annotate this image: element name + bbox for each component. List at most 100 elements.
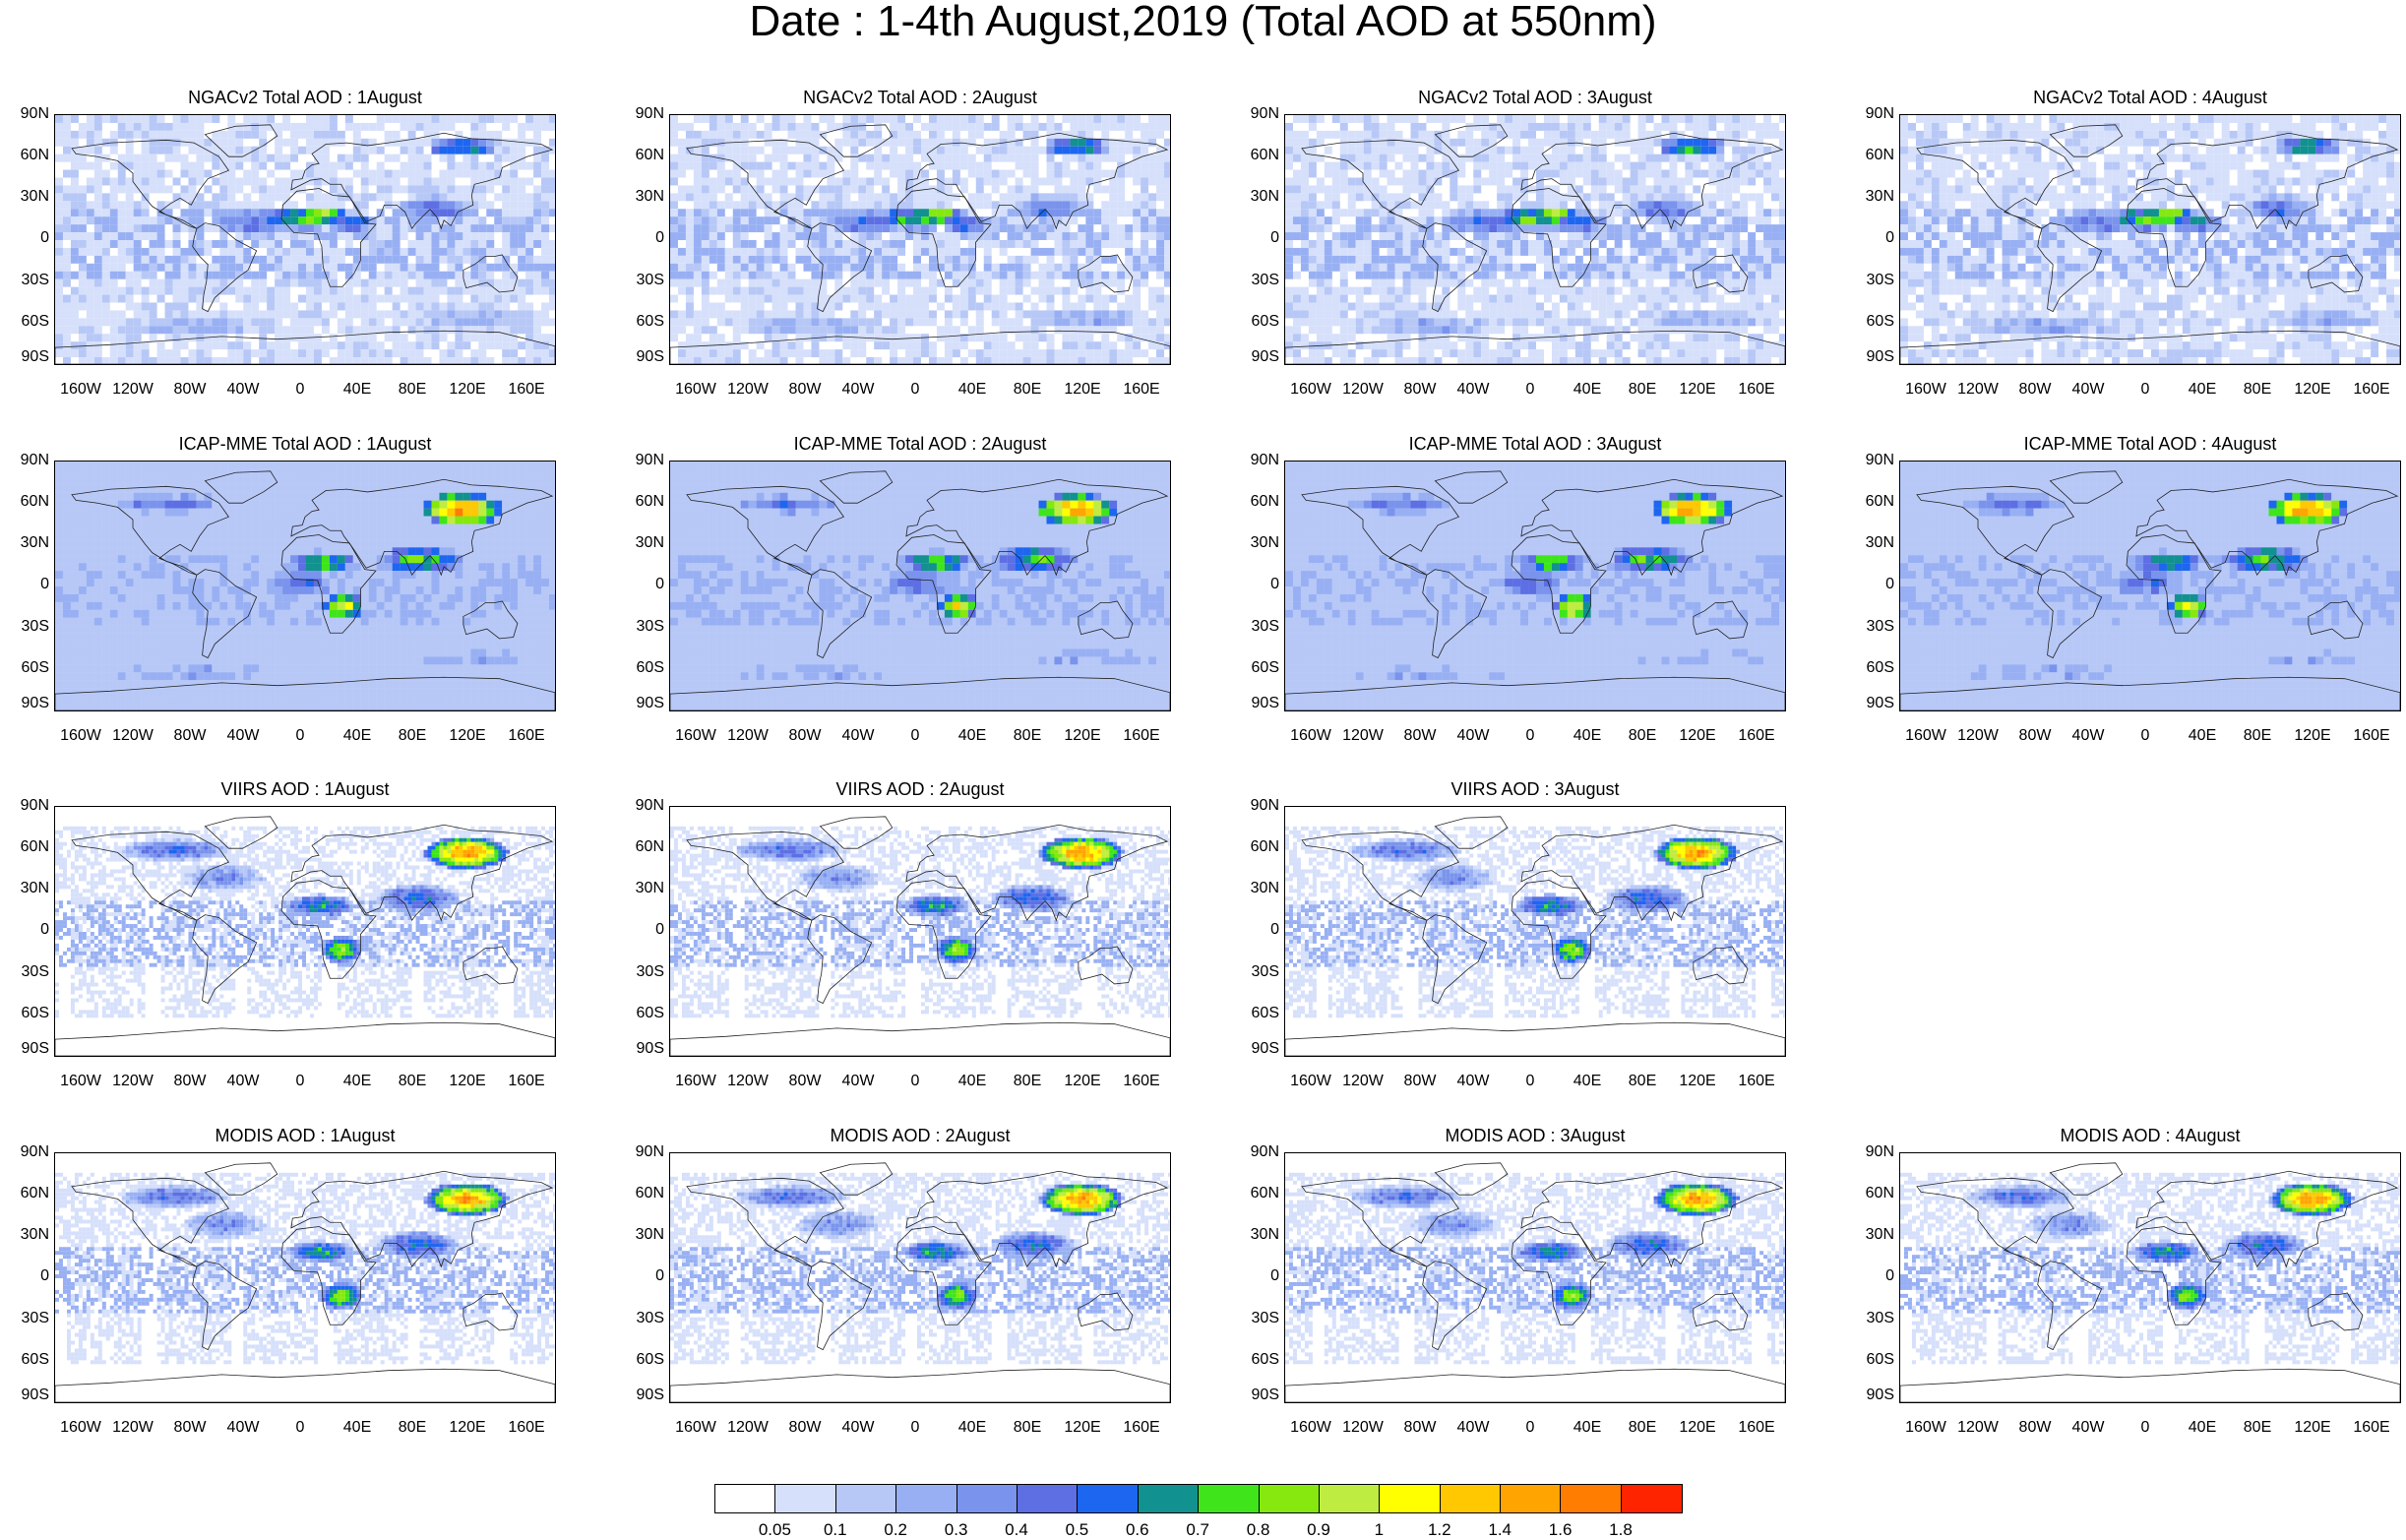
aod-grid-cell [1544,256,1552,264]
aod-grid-cell [87,264,94,272]
aod-grid-cell [180,295,188,303]
aod-grid-cell [921,201,929,209]
aod-grid-cell [1732,201,1740,209]
aod-grid-cell [1779,201,1785,209]
aod-grid-cell [150,279,157,287]
aod-grid-cell [725,216,733,224]
aod-grid-cell [267,170,275,178]
aod-grid-cell [541,264,549,272]
aod-grid-cell [874,216,882,224]
aod-grid-cell [126,185,134,193]
aod-grid-cell [1623,272,1631,279]
aod-grid-cell [180,248,188,256]
aod-grid-cell [1481,154,1489,162]
aod-grid-cell [1293,131,1301,139]
aod-grid-cell [678,170,686,178]
aod-grid-cell [1497,224,1505,232]
aod-grid-cell [1000,224,1008,232]
aod-grid-cell [439,287,447,295]
aod-grid-cell [1332,170,1340,178]
aod-grid-cell [1779,302,1785,310]
aod-grid-cell [502,185,510,193]
aod-grid-cell [463,115,470,123]
aod-grid-cell [1101,302,1109,310]
aod-grid-cell [1054,272,1062,279]
aod-grid-cell [196,209,204,216]
aod-grid-cell [1560,209,1568,216]
aod-grid-cell [71,349,79,357]
aod-grid-cell [1732,115,1740,123]
aod-grid-cell [1380,264,1388,272]
aod-grid-cell [549,224,555,232]
aod-grid-cell [1748,193,1756,201]
aod-grid-cell [275,357,282,364]
aod-grid-cell [102,224,110,232]
aod-grid-cell [188,162,196,170]
aod-grid-cell [1301,310,1309,318]
aod-grid-cell [953,334,960,341]
aod-grid-cell [827,162,834,170]
aod-grid-cell [1669,240,1677,248]
aod-grid-cell [1156,256,1164,264]
aod-grid-cell [1046,334,1054,341]
aod-grid-cell [1085,287,1093,295]
aod-grid-cell [431,295,439,303]
aod-grid-cell [1638,185,1646,193]
aod-grid-cell [79,131,87,139]
aod-grid-cell [1125,131,1133,139]
aod-grid-cell [322,310,330,318]
aod-grid-cell [765,357,772,364]
aod-grid-cell [87,177,94,185]
aod-grid-cell [494,224,502,232]
aod-grid-cell [1505,287,1512,295]
aod-grid-cell [510,232,518,240]
aod-grid-cell [1528,279,1536,287]
aod-grid-cell [780,279,788,287]
aod-grid-cell [1023,154,1031,162]
aod-grid-cell [1638,318,1646,326]
aod-grid-cell [1599,131,1607,139]
aod-grid-cell [126,139,134,147]
aod-grid-cell [314,193,322,201]
aod-grid-cell [1544,193,1552,201]
aod-grid-cell [235,154,243,162]
aod-grid-cell [1410,123,1418,131]
aod-grid-cell [1016,256,1023,264]
aod-grid-cell [1085,216,1093,224]
latitude-tick-label: 90S [2,349,49,365]
aod-grid-cell [282,232,290,240]
aod-grid-cell [212,216,219,224]
aod-grid-cell [803,170,811,178]
aod-grid-cell [330,123,338,131]
aod-grid-cell [259,123,267,131]
aod-grid-cell [765,232,772,240]
aod-grid-cell [110,272,118,279]
aod-grid-cell [1340,256,1348,264]
aod-grid-cell [757,310,765,318]
aod-grid-cell [1489,240,1497,248]
aod-grid-cell [1599,240,1607,248]
aod-grid-cell [338,302,345,310]
aod-grid-cell [251,131,259,139]
aod-grid-cell [670,177,678,185]
aod-grid-cell [1685,147,1693,154]
aod-grid-cell [165,272,173,279]
aod-grid-cell [1771,177,1779,185]
aod-grid-cell [1591,147,1599,154]
aod-grid-cell [858,201,866,209]
aod-grid-cell [1325,240,1332,248]
aod-grid-cell [549,170,555,178]
aod-grid-cell [1583,326,1591,334]
aod-grid-cell [470,185,478,193]
aod-grid-cell [1779,115,1785,123]
aod-grid-cell [1740,318,1748,326]
aod-grid-cell [953,232,960,240]
aod-grid-cell [1418,123,1426,131]
aod-grid-cell [992,216,1000,224]
aod-grid-cell [416,272,424,279]
aod-grid-cell [1031,201,1039,209]
aod-grid-cell [913,341,921,349]
aod-grid-cell [1380,318,1388,326]
aod-grid-cell [353,147,361,154]
aod-grid-cell [858,287,866,295]
